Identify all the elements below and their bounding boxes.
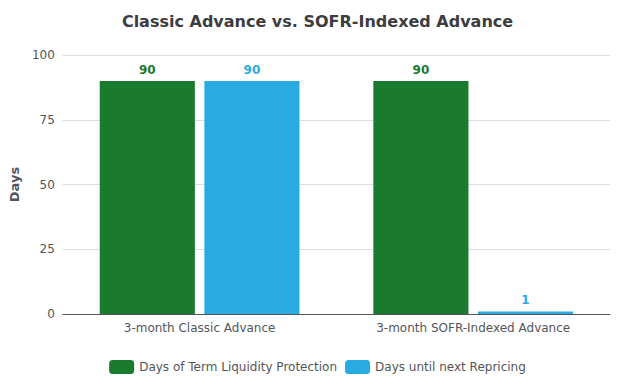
svg-text:Days until next Repricing: Days until next Repricing bbox=[375, 360, 526, 374]
svg-text:Days: Days bbox=[7, 167, 22, 203]
svg-text:Days of Term Liquidity Protect: Days of Term Liquidity Protection bbox=[139, 360, 337, 374]
svg-text:1: 1 bbox=[521, 293, 529, 307]
svg-text:75: 75 bbox=[40, 113, 55, 127]
svg-text:3-month Classic Advance: 3-month Classic Advance bbox=[124, 321, 276, 335]
svg-text:100: 100 bbox=[32, 48, 55, 62]
svg-text:90: 90 bbox=[244, 63, 261, 77]
svg-text:0: 0 bbox=[47, 307, 55, 321]
svg-text:Classic Advance vs. SOFR-Index: Classic Advance vs. SOFR-Indexed Advance bbox=[122, 12, 513, 31]
svg-text:3-month SOFR-Indexed Advance: 3-month SOFR-Indexed Advance bbox=[376, 321, 570, 335]
svg-text:50: 50 bbox=[40, 178, 55, 192]
svg-text:25: 25 bbox=[40, 242, 55, 256]
svg-text:90: 90 bbox=[139, 63, 156, 77]
svg-text:90: 90 bbox=[413, 63, 430, 77]
